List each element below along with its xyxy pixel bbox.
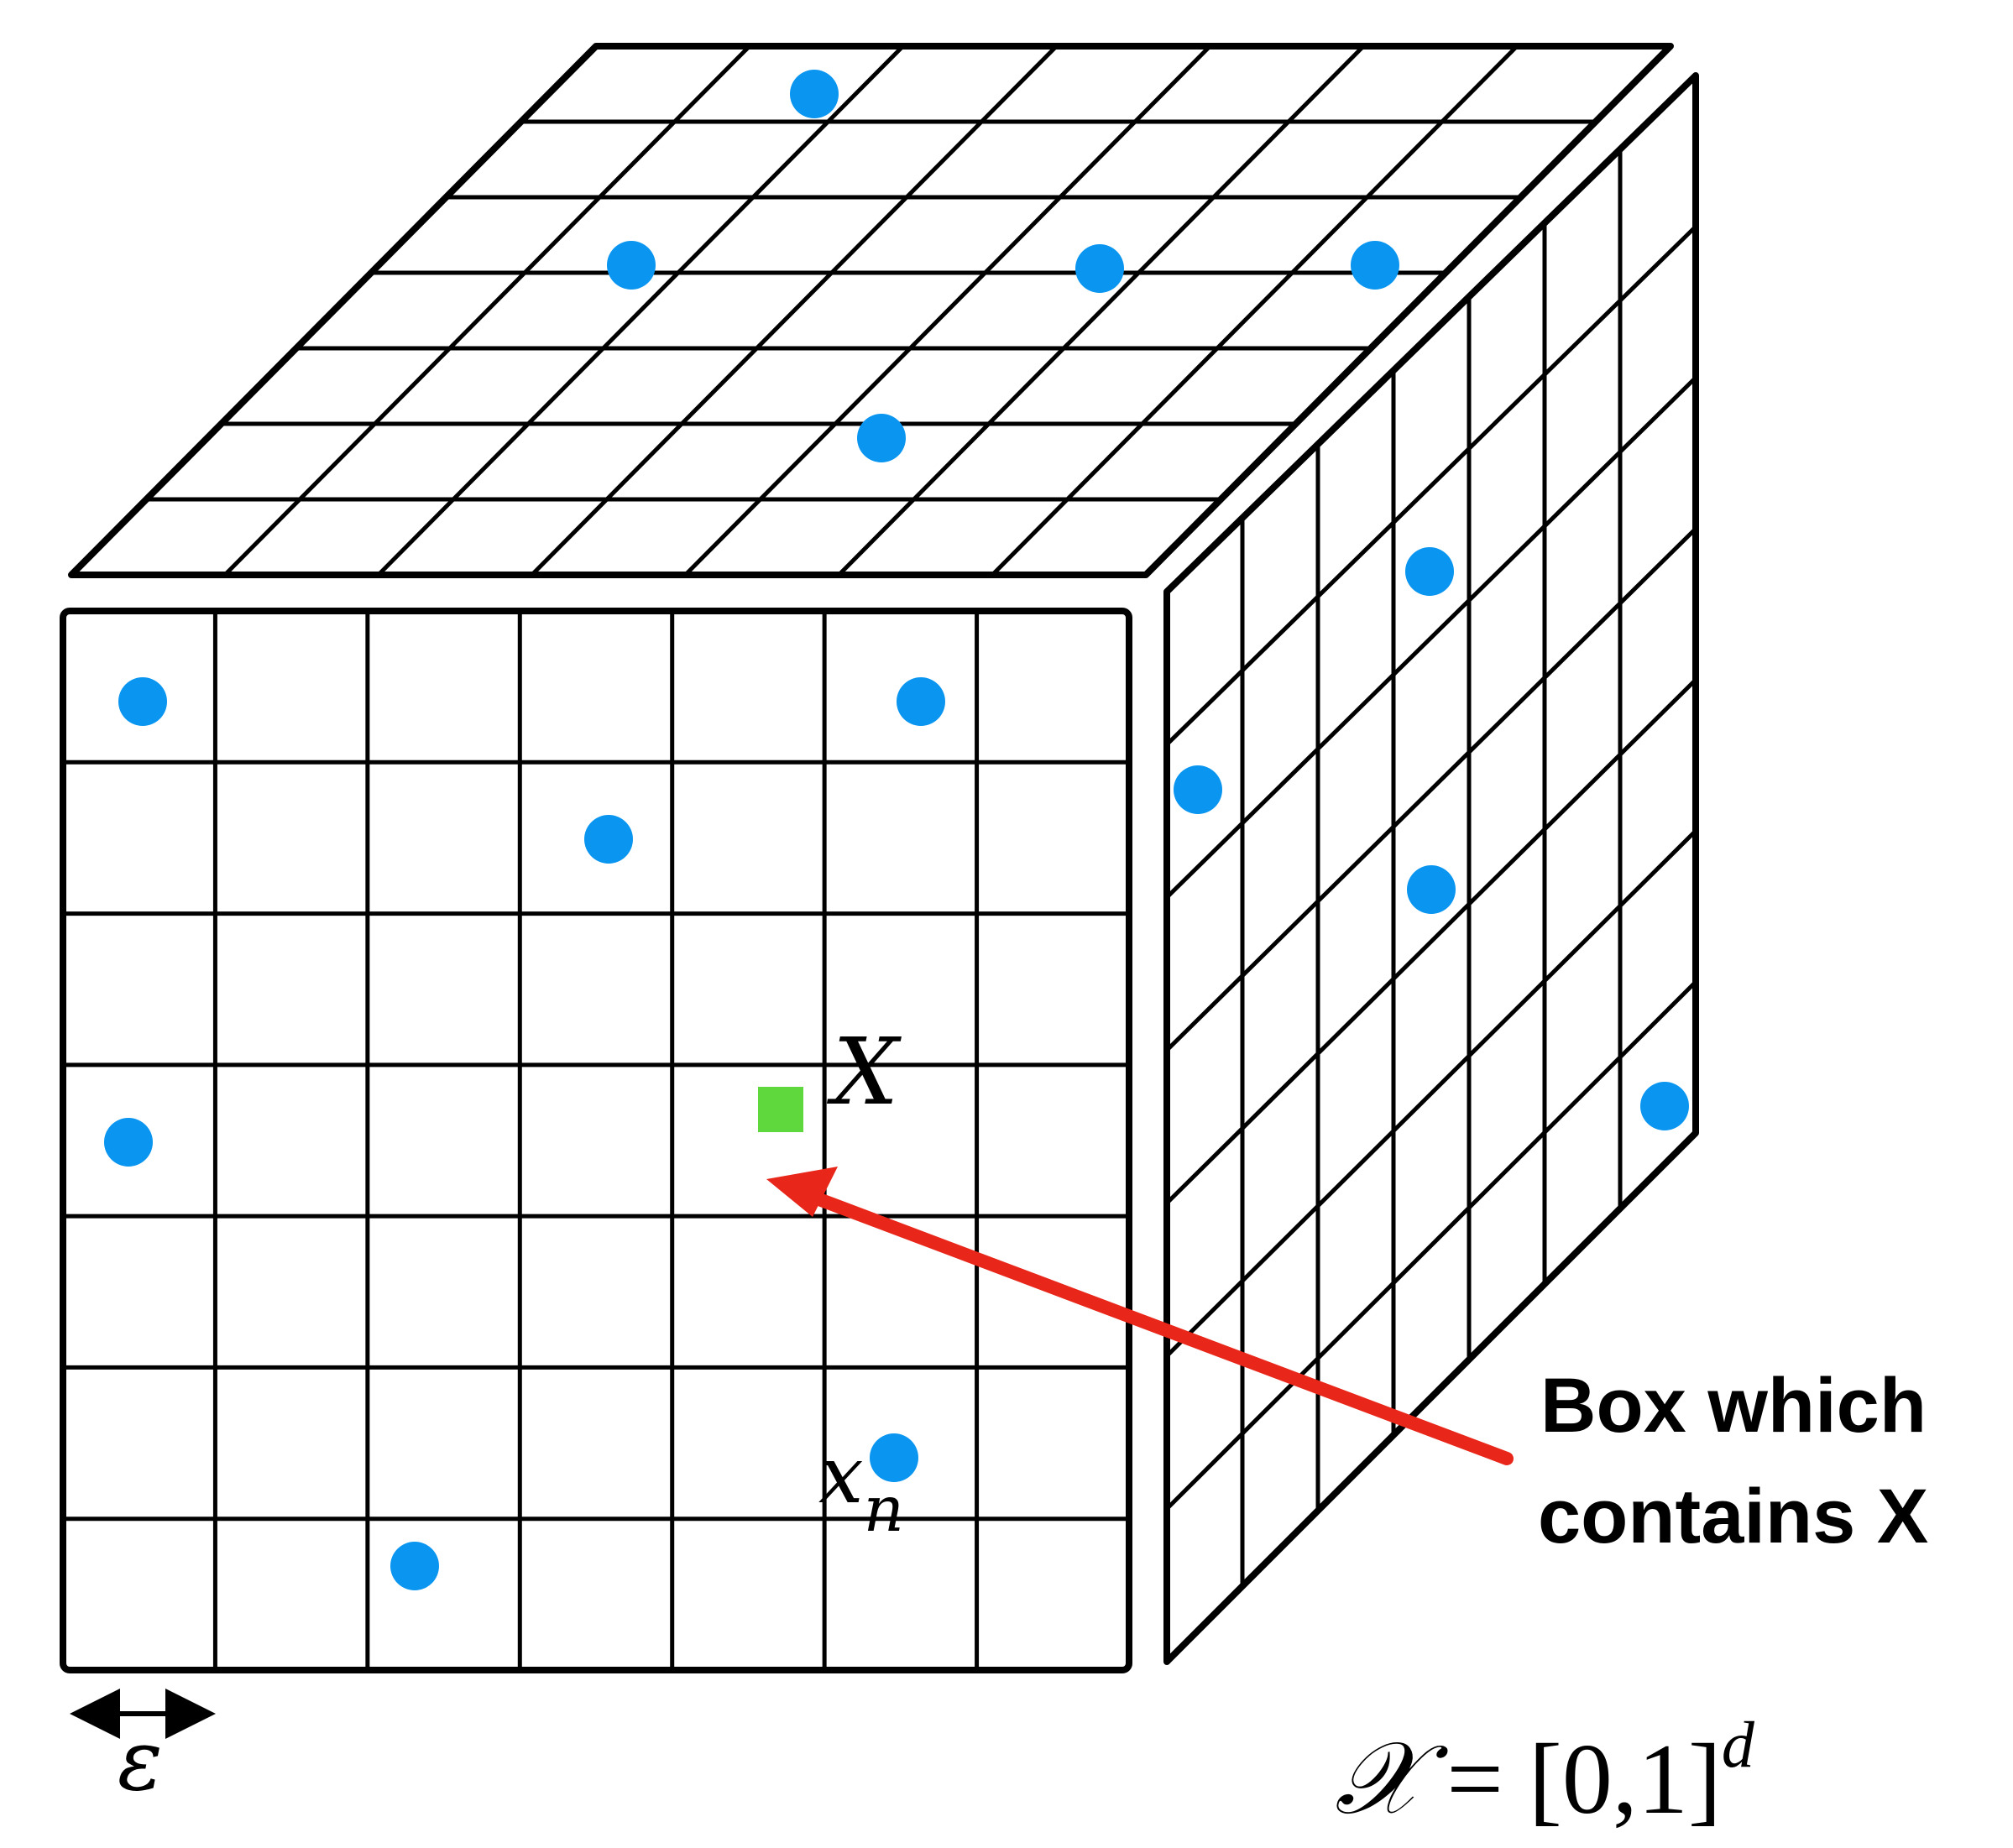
sample-point <box>1640 1082 1689 1130</box>
grid-line <box>1165 678 1697 1205</box>
grid-line <box>376 44 905 577</box>
front-face-grid <box>63 611 1129 1670</box>
sample-point <box>584 815 633 864</box>
sample-point <box>607 241 656 290</box>
sample-point <box>1174 765 1222 814</box>
front-face <box>60 608 1132 1673</box>
sample-points <box>104 70 1689 1590</box>
sample-point <box>857 414 906 462</box>
top-face <box>68 43 1674 578</box>
sample-point <box>1351 241 1399 290</box>
target-point-marker <box>758 1087 803 1132</box>
neighbor-label-sub: n <box>864 1472 904 1546</box>
sample-point <box>870 1433 918 1482</box>
callout-line-2: contains X <box>1538 1474 1928 1559</box>
space-definition: 𝒳 = [0,1]d <box>1335 1708 1755 1837</box>
grid-line <box>530 44 1059 577</box>
epsilon-label: ε <box>118 1711 163 1809</box>
grid-line <box>1165 376 1697 900</box>
grid-line <box>683 44 1212 577</box>
top-face-grid <box>146 44 1596 577</box>
sample-point <box>118 677 167 726</box>
grid-line <box>223 44 751 577</box>
sample-point <box>790 70 839 118</box>
grid-line <box>1165 980 1697 1511</box>
neighbor-label-base: x <box>818 1429 864 1522</box>
grid-line <box>1165 527 1697 1052</box>
grid-line <box>1165 829 1697 1358</box>
space-exponent: d <box>1722 1708 1755 1781</box>
sample-point <box>1407 865 1456 914</box>
right-face-grid <box>1165 149 1697 1586</box>
space-equation: = [0,1] <box>1421 1723 1722 1835</box>
neighbor-label: xn <box>818 1429 904 1546</box>
sample-point <box>1405 547 1454 596</box>
red-arrow-icon <box>766 1167 1514 1465</box>
callout-line-1: Box which <box>1540 1363 1927 1449</box>
sample-point <box>390 1542 439 1590</box>
grid-line <box>991 44 1519 577</box>
grid-line <box>837 44 1366 577</box>
grid-line <box>1165 225 1697 746</box>
sample-point <box>104 1118 153 1167</box>
sample-point <box>897 677 945 726</box>
target-label: X <box>826 1018 902 1125</box>
sample-point <box>1075 244 1124 293</box>
